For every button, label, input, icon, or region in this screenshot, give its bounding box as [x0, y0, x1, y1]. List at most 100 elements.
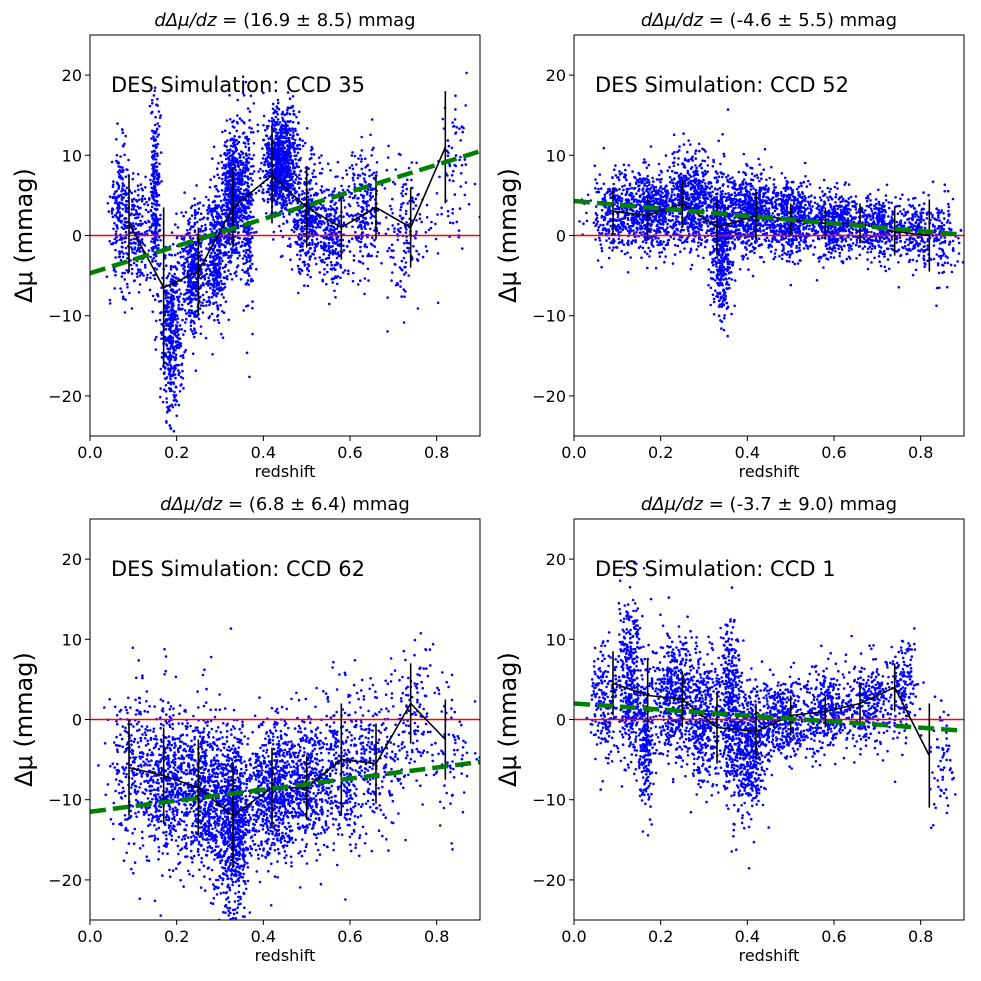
scatter-point — [446, 139, 450, 142]
scatter-point — [138, 274, 142, 277]
scatter-point — [289, 155, 292, 159]
scatter-point — [273, 124, 277, 127]
scatter-point — [108, 240, 111, 243]
scatter-point — [305, 251, 309, 255]
scatter-point — [279, 190, 283, 193]
scatter-point — [237, 185, 240, 189]
scatter-point — [153, 202, 156, 206]
scatter-point — [207, 316, 211, 320]
scatter-point — [404, 212, 408, 216]
scatter-point — [193, 297, 196, 300]
scatter-point — [139, 219, 142, 223]
scatter-point — [233, 212, 237, 215]
scatter-point — [242, 163, 245, 166]
scatter-point — [141, 194, 145, 198]
scatter-point — [216, 173, 219, 176]
scatter-point — [174, 327, 178, 331]
scatter-point — [205, 247, 208, 250]
scatter-point — [114, 230, 118, 233]
scatter-point — [131, 251, 134, 254]
scatter-point — [346, 188, 350, 192]
scatter-point — [325, 244, 328, 247]
scatter-point — [148, 196, 151, 200]
scatter-point — [363, 173, 367, 176]
scatter-point — [375, 161, 379, 164]
scatter-point — [294, 129, 297, 132]
scatter-point — [319, 240, 323, 244]
scatter-point — [272, 118, 276, 122]
scatter-point — [121, 295, 125, 299]
scatter-point — [123, 278, 126, 281]
scatter-point — [222, 208, 226, 212]
scatter-point — [150, 213, 154, 217]
scatter-point — [293, 138, 297, 142]
scatter-point — [335, 262, 339, 266]
scatter-point — [226, 139, 229, 142]
scatter-point — [417, 252, 421, 256]
scatter-point — [172, 304, 175, 307]
scatter-point — [166, 363, 169, 367]
scatter-point — [256, 123, 260, 127]
scatter-point — [357, 236, 361, 239]
scatter-point — [399, 153, 402, 156]
scatter-point — [245, 188, 249, 192]
scatter-point — [360, 209, 364, 213]
scatter-point — [158, 229, 161, 233]
scatter-point — [301, 214, 305, 218]
scatter-point — [151, 190, 155, 194]
scatter-point — [327, 254, 331, 257]
scatter-point — [386, 296, 390, 299]
scatter-point — [218, 214, 221, 217]
scatter-point — [278, 121, 282, 124]
scatter-point — [164, 297, 168, 300]
scatter-point — [281, 159, 285, 162]
scatter-point — [182, 271, 186, 275]
scatter-point — [245, 238, 249, 241]
scatter-point — [211, 157, 214, 160]
scatter-point — [120, 214, 124, 217]
scatter-point — [281, 254, 284, 258]
scatter-point — [601, 228, 605, 232]
scatter-point — [110, 212, 114, 215]
scatter-point — [241, 91, 245, 95]
scatter-point — [179, 307, 182, 311]
scatter-point — [306, 268, 309, 271]
scatter-point — [325, 282, 328, 286]
scatter-point — [190, 319, 193, 322]
scatter-point — [156, 142, 160, 146]
scatter-point — [359, 240, 363, 244]
scatter-point — [369, 216, 373, 219]
scatter-point — [164, 254, 167, 257]
scatter-point — [256, 129, 260, 133]
scatter-point — [168, 325, 172, 328]
scatter-point — [243, 254, 246, 258]
scatter-point — [586, 193, 590, 197]
scatter-point — [247, 244, 251, 248]
scatter-point — [156, 154, 159, 157]
scatter-point — [224, 174, 227, 178]
scatter-point — [182, 387, 185, 390]
scatter-point — [298, 243, 302, 247]
scatter-point — [363, 179, 367, 183]
scatter-point — [286, 172, 290, 176]
scatter-point — [211, 224, 214, 228]
scatter-point — [246, 279, 250, 282]
scatter-point — [207, 296, 211, 299]
scatter-point — [372, 171, 376, 175]
scatter-point — [280, 206, 284, 210]
scatter-point — [174, 340, 178, 343]
scatter-point — [351, 225, 354, 228]
scatter-point — [179, 251, 182, 254]
scatter-point — [165, 401, 169, 404]
scatter-point — [240, 244, 244, 247]
scatter-point — [350, 164, 354, 167]
scatter-point — [289, 243, 292, 246]
title-slope-symbol: dΔμ/dz — [154, 10, 217, 31]
scatter-point — [144, 266, 147, 269]
scatter-point — [154, 219, 158, 223]
scatter-point — [315, 192, 318, 195]
scatter-point — [313, 246, 317, 249]
scatter-point — [120, 250, 124, 253]
scatter-point — [168, 409, 172, 412]
